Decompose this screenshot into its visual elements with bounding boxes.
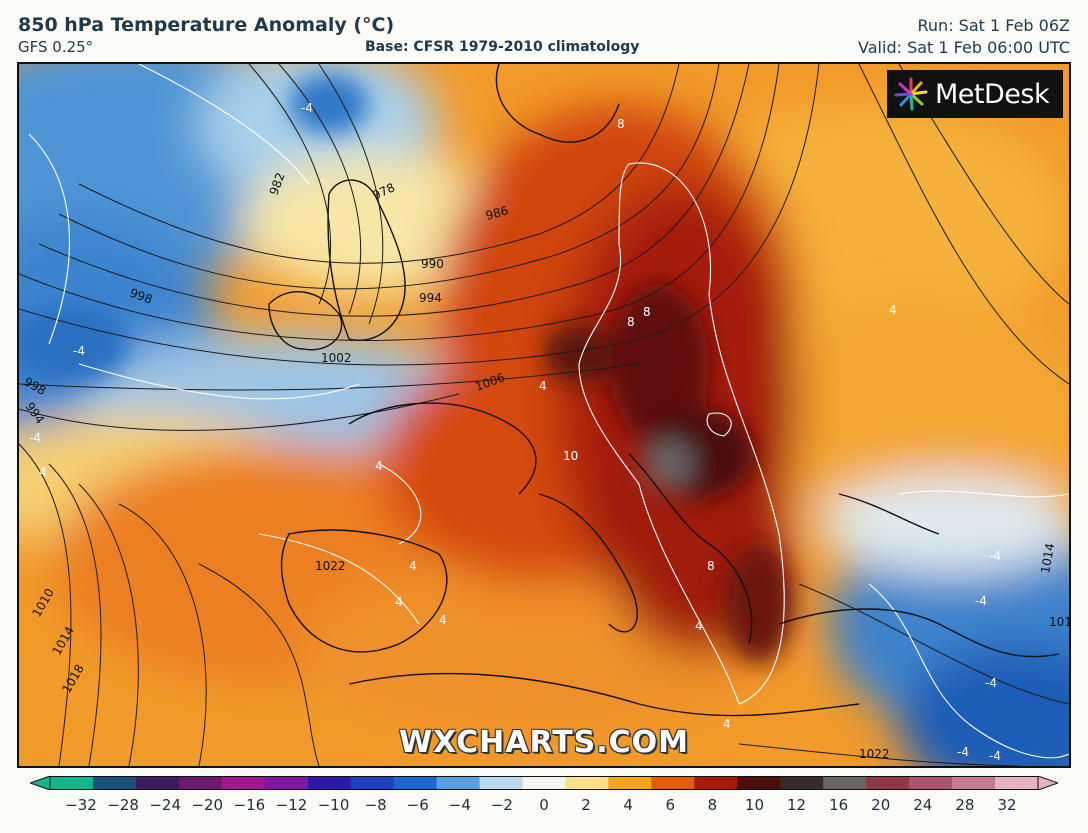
anomaly-field xyxy=(19,64,1069,766)
colorbar-swatch xyxy=(608,776,652,790)
isobar-label: 986 xyxy=(484,203,510,222)
anomaly-label: 8 xyxy=(707,559,715,573)
anomaly-label: -4 xyxy=(989,749,1001,763)
anomaly-label: 8 xyxy=(617,117,625,131)
colorbar-tick-label: 20 xyxy=(871,796,891,814)
colorbar-swatch xyxy=(694,776,738,790)
colorbar-tick-label: −6 xyxy=(406,796,429,814)
colorbar-tick-label: −20 xyxy=(191,796,224,814)
anomaly-label: 8 xyxy=(643,305,651,319)
colorbar-swatch xyxy=(952,776,996,790)
colorbar-tick-label: 16 xyxy=(829,796,849,814)
colorbar-swatch xyxy=(995,776,1039,790)
anomaly-label: -4 xyxy=(301,101,313,115)
anomaly-label: 4 xyxy=(395,595,403,609)
isobar-label: 1022 xyxy=(859,747,890,761)
anomaly-contours xyxy=(28,64,1069,759)
colorbar-tick-label: 28 xyxy=(955,796,975,814)
isobar-label: 990 xyxy=(421,257,444,271)
colorbar-swatch xyxy=(393,776,438,790)
chart-title: 850 hPa Temperature Anomaly (°C) xyxy=(18,14,395,36)
colorbar-swatch xyxy=(135,776,180,790)
colorbar-tick-label: 12 xyxy=(786,796,807,814)
colorbar-swatch xyxy=(436,776,481,790)
colorbar-swatch xyxy=(866,776,910,790)
color-scale-ticks: −32 −28 −24 −20 −16 −12 −10 −8 −6 −4 −2 0 2 4 6 8 10 12 16… xyxy=(0,796,1088,820)
colorbar-tick-label: −8 xyxy=(364,796,387,814)
metdesk-starburst-icon xyxy=(894,77,928,111)
colorbar-swatch xyxy=(479,776,524,790)
anomaly-label: 8 xyxy=(627,315,635,329)
anomaly-label: -4 xyxy=(985,676,997,690)
colorbar-swatch xyxy=(264,776,309,790)
isobars xyxy=(19,64,1069,766)
colorbar-swatch xyxy=(780,776,824,790)
anomaly-label: 4 xyxy=(439,613,447,627)
watermark: WXCHARTS.COM xyxy=(398,725,690,760)
colorbar-swatch xyxy=(737,776,781,790)
isobar-label: 1022 xyxy=(315,559,346,573)
colorbar-swatch xyxy=(307,776,352,790)
colorbar-swatch xyxy=(651,776,695,790)
colorbar-tick-label: −12 xyxy=(275,796,308,814)
colorbar-tick-label: −2 xyxy=(490,796,513,814)
colorbar-tick-label: 10 xyxy=(744,796,764,814)
colorbar-tick-label: −16 xyxy=(233,796,266,814)
colorbar-swatch xyxy=(221,776,266,790)
anomaly-label: 10 xyxy=(563,449,578,463)
colorbar-tick-label: −24 xyxy=(149,796,181,814)
colorbar-swatch xyxy=(50,776,94,790)
anomaly-label: -4 xyxy=(975,594,987,608)
colorbar-swatch xyxy=(522,776,567,790)
metdesk-logo-text: MetDesk xyxy=(935,78,1050,110)
colorbar-tick-label: 8 xyxy=(707,796,718,814)
run-time-label: Run: Sat 1 Feb 06Z xyxy=(917,16,1070,35)
anomaly-label: -4 xyxy=(989,549,1001,563)
climatology-base-label: Base: CFSR 1979-2010 climatology xyxy=(365,39,640,55)
coastlines xyxy=(268,64,1060,717)
colorbar-tick-label: −28 xyxy=(107,796,139,814)
anomaly-label: -4 xyxy=(73,344,85,358)
valid-time-label: Valid: Sat 1 Feb 06:00 UTC xyxy=(858,38,1070,57)
anomaly-label: -4 xyxy=(29,431,41,445)
colorbar-min-arrow xyxy=(30,776,51,790)
anomaly-label: 4 xyxy=(409,559,417,573)
colorbar-swatch xyxy=(92,776,137,790)
anomaly-label: 4 xyxy=(695,619,703,633)
isobar-label: 1010 xyxy=(1049,615,1069,629)
anomaly-label: -4 xyxy=(957,745,969,759)
colorbar-tick-label: 2 xyxy=(581,796,591,814)
anomaly-labels: -4 -4 -4 -4 -4 -4 -4 -4 4 4 4 4 4 4 4 4 … xyxy=(29,101,1001,763)
anomaly-label: 4 xyxy=(375,459,383,473)
isobar-label: 1014 xyxy=(1038,542,1057,575)
map-canvas: 982 978 986 990 994 998 1002 1006 998 99… xyxy=(19,64,1069,766)
colorbar-tick-label: 24 xyxy=(913,796,933,814)
isobar-label: 1002 xyxy=(321,351,352,365)
colorbar-max-arrow xyxy=(1037,776,1058,790)
anomaly-label: 4 xyxy=(723,717,731,731)
anomaly-label: 4 xyxy=(539,379,547,393)
colorbar-tick-label: 4 xyxy=(623,796,633,814)
colorbar-tick-label: −4 xyxy=(448,796,471,814)
colorbar-tick-label: −32 xyxy=(65,796,97,814)
colorbar-tick-label: −10 xyxy=(317,796,350,814)
colorbar-swatch xyxy=(178,776,223,790)
anomaly-map: 982 978 986 990 994 998 1002 1006 998 99… xyxy=(17,62,1071,768)
colorbar-swatch xyxy=(565,776,610,790)
color-scale-bar xyxy=(30,776,1058,790)
colorbar-swatch xyxy=(823,776,867,790)
isobar-label: 994 xyxy=(419,291,442,305)
colorbar-tick-label: 6 xyxy=(665,796,676,814)
colorbar-tick-label: 0 xyxy=(539,796,549,814)
colorbar-swatch xyxy=(909,776,953,790)
colorbar-tick-label: 32 xyxy=(997,796,1017,814)
metdesk-logo: MetDesk xyxy=(887,70,1063,118)
anomaly-label: 4 xyxy=(889,303,897,317)
colorbar-swatch xyxy=(350,776,395,790)
model-label: GFS 0.25° xyxy=(18,38,94,56)
anomaly-label: 4 xyxy=(39,465,47,479)
